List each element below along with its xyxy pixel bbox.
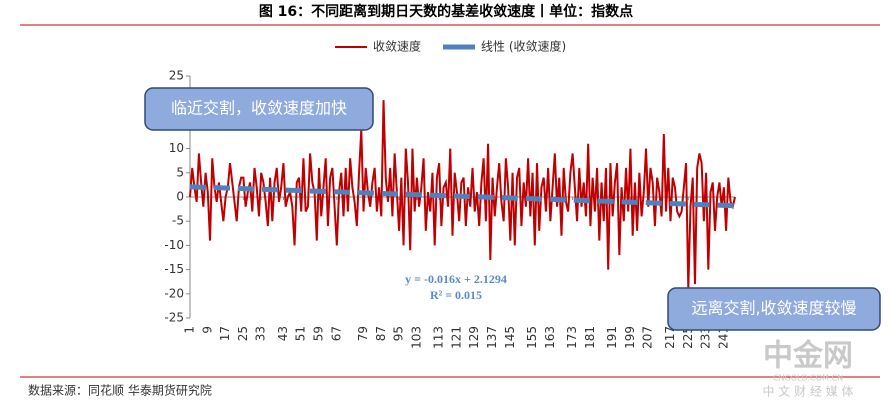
watermark: 中金网 (763, 339, 853, 374)
x-tick-label: 181 (583, 326, 597, 349)
x-tick-label: 25 (236, 326, 250, 341)
series-line (189, 100, 736, 289)
x-tick-label: 17 (218, 326, 232, 341)
x-tick-label: 103 (409, 326, 423, 349)
x-tick-label: 43 (276, 326, 290, 341)
r-squared: R² = 0.015 (430, 288, 482, 302)
x-tick-label: 163 (543, 326, 557, 349)
y-tick-label: -5 (172, 214, 184, 228)
x-tick-label: 95 (392, 326, 406, 341)
x-tick-label: 1 (183, 326, 197, 334)
x-tick-label: 145 (503, 326, 517, 349)
y-tick-label: -25 (164, 311, 184, 325)
x-tick-label: 217 (663, 326, 677, 349)
y-tick-label: 10 (169, 141, 184, 155)
y-tick-label: -20 (164, 286, 184, 300)
annotation-box (144, 87, 374, 131)
x-tick-label: 225 (681, 326, 695, 349)
x-tick-label: 87 (374, 326, 388, 341)
source: 数据来源：同花顺 华泰期货研究院 (28, 383, 212, 398)
trend-line (189, 184, 736, 209)
x-tick-label: 113 (432, 326, 446, 349)
x-tick-label: 33 (254, 326, 268, 341)
chart-title: 图 16：不同距离到期日天数的基差收敛速度丨单位：指数点 (259, 3, 633, 20)
x-tick-label: 233 (699, 326, 713, 349)
y-tick-label: -15 (164, 262, 184, 276)
x-tick-label: 191 (605, 326, 619, 349)
x-tick-label: 241 (716, 326, 730, 349)
x-tick-label: 155 (525, 326, 539, 349)
y-tick-label: 25 (169, 69, 184, 83)
annotation-box (667, 287, 881, 331)
legend-label: 线性 (收敛速度) (481, 39, 566, 54)
x-tick-label: 51 (294, 326, 308, 341)
x-tick-label: 59 (312, 326, 326, 341)
watermark: 中 文 财 经 媒 体 (762, 384, 853, 399)
x-tick-label: 9 (200, 326, 214, 334)
y-tick-label: 0 (176, 190, 184, 204)
x-tick-label: 173 (565, 326, 579, 349)
annotation: 临近交割，收敛速度加快 (171, 99, 347, 118)
x-tick-label: 199 (623, 326, 637, 349)
annotation: 远离交割,收敛速度较慢 (691, 299, 856, 318)
x-tick-label: 137 (485, 326, 499, 349)
x-tick-label: 129 (467, 326, 481, 349)
y-tick-label: -10 (164, 238, 184, 252)
legend-label: 收敛速度 (373, 39, 421, 54)
watermark: CNGOLD.COM.CN (773, 374, 843, 383)
equation: y = -0.016x + 2.1294 (405, 272, 507, 286)
x-tick-label: 79 (356, 326, 370, 341)
x-tick-label: 67 (329, 326, 343, 341)
x-tick-label: 207 (641, 326, 655, 349)
x-tick-label: 121 (449, 326, 463, 349)
y-tick-label: 5 (176, 165, 184, 179)
